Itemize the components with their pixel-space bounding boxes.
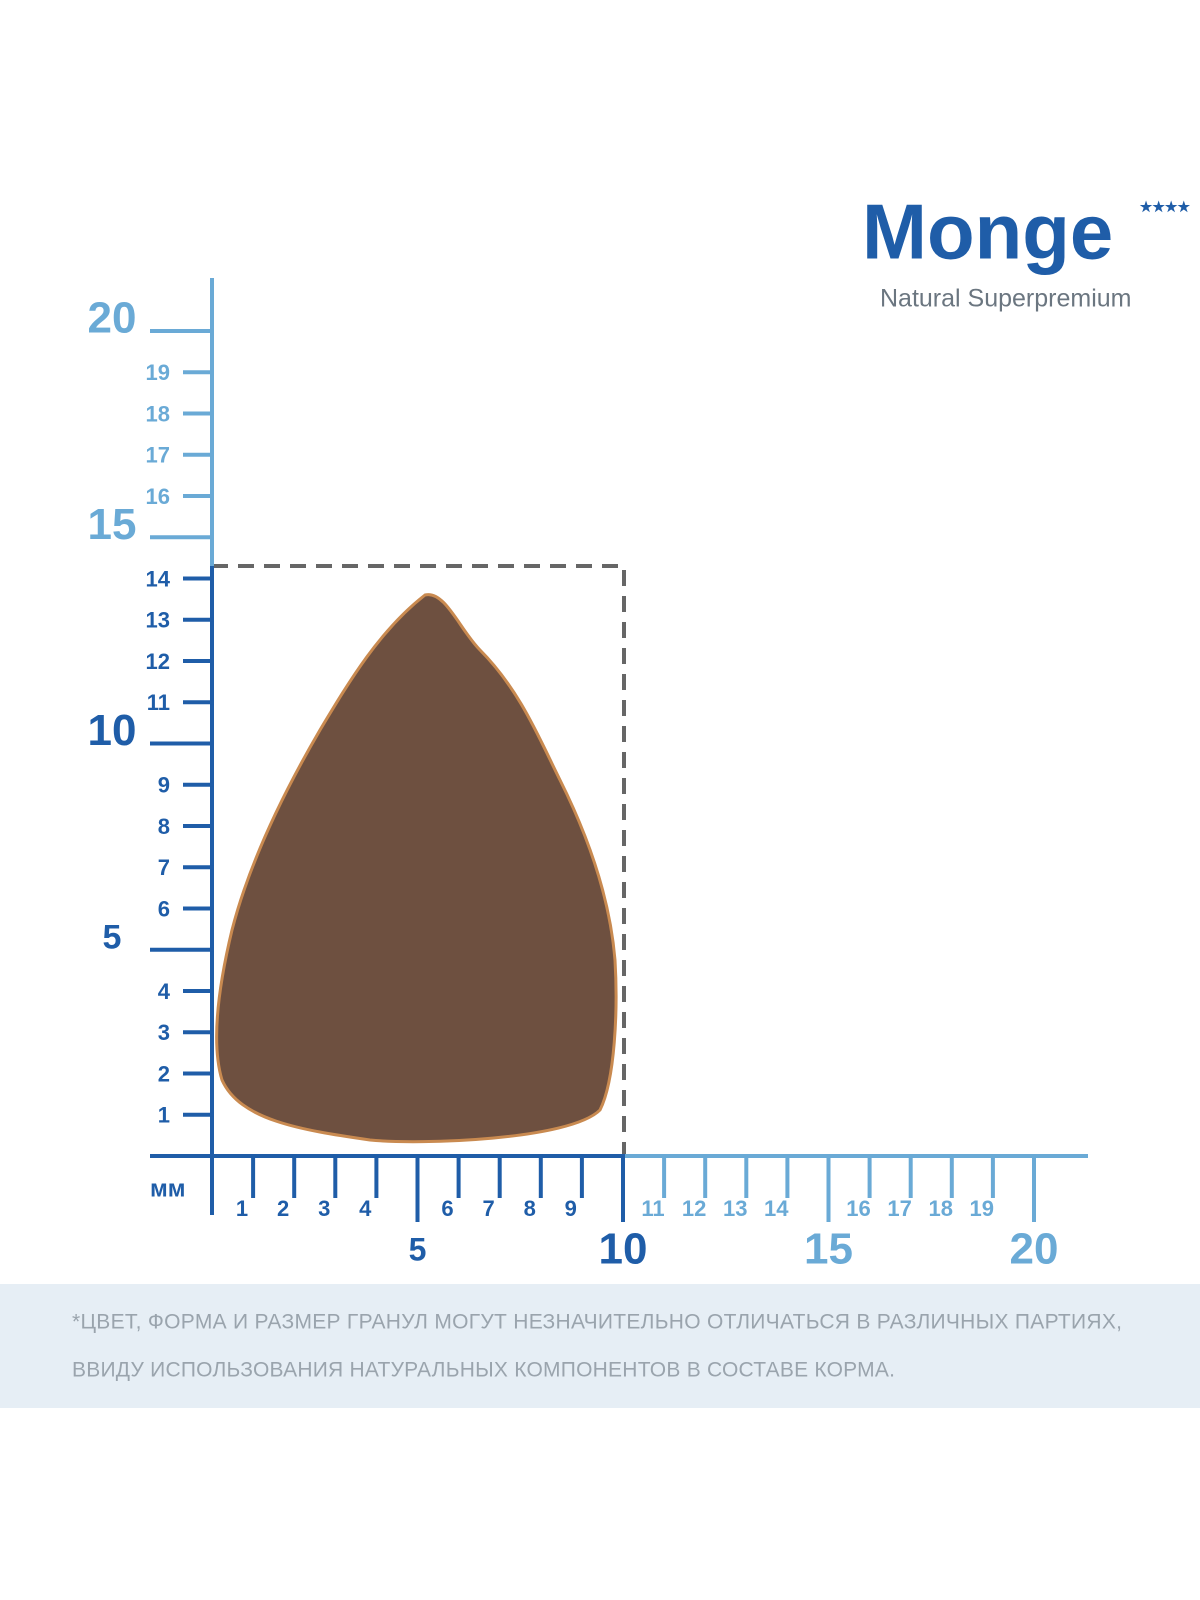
vertical-minor-label: 1 xyxy=(158,1103,170,1128)
horizontal-minor-label: 14 xyxy=(764,1196,789,1221)
horizontal-minor-label: 16 xyxy=(846,1196,870,1221)
vertical-major-label: 10 xyxy=(88,706,137,755)
vertical-minor-label: 13 xyxy=(146,608,170,633)
kibble xyxy=(215,593,618,1144)
horizontal-minor-label: 17 xyxy=(887,1196,911,1221)
logo-stars: ★★★★ xyxy=(1140,199,1191,215)
disclaimer-line: ВВИДУ ИСПОЛЬЗОВАНИЯ НАТУРАЛЬНЫХ КОМПОНЕН… xyxy=(72,1359,895,1382)
vertical-major-label: 15 xyxy=(88,500,137,549)
vertical-minor-label: 14 xyxy=(146,566,171,591)
vertical-major-label: 5 xyxy=(103,919,122,957)
vertical-major-label: 20 xyxy=(88,294,137,343)
vertical-minor-label: 8 xyxy=(158,814,170,839)
vertical-minor-label: 7 xyxy=(158,855,170,880)
vertical-minor-label: 16 xyxy=(146,484,170,509)
unit-label: мм xyxy=(150,1175,186,1202)
vertical-minor-label: 12 xyxy=(146,649,170,674)
horizontal-major-label: 15 xyxy=(804,1225,853,1274)
horizontal-minor-label: 12 xyxy=(682,1196,706,1221)
brand-logo: Monge xyxy=(862,188,1113,276)
horizontal-minor-label: 3 xyxy=(318,1196,330,1221)
horizontal-major-label: 5 xyxy=(409,1231,427,1267)
brand-tagline: Natural Superpremium xyxy=(880,285,1132,313)
horizontal-minor-label: 6 xyxy=(441,1196,453,1221)
vertical-minor-label: 9 xyxy=(158,773,170,798)
vertical-minor-label: 11 xyxy=(147,690,170,715)
horizontal-minor-label: 19 xyxy=(970,1196,994,1221)
size-box xyxy=(212,564,626,1156)
horizontal-minor-label: 2 xyxy=(277,1196,289,1221)
horizontal-major-label: 20 xyxy=(1010,1225,1059,1274)
vertical-minor-label: 2 xyxy=(158,1061,170,1086)
horizontal-minor-label: 7 xyxy=(482,1196,494,1221)
horizontal-minor-label: 11 xyxy=(641,1196,664,1221)
horizontal-minor-label: 1 xyxy=(236,1196,248,1221)
vertical-minor-label: 18 xyxy=(146,401,170,426)
horizontal-minor-label: 18 xyxy=(928,1196,952,1221)
disclaimer-line: *ЦВЕТ, ФОРМА И РАЗМЕР ГРАНУЛ МОГУТ НЕЗНА… xyxy=(72,1311,1122,1334)
horizontal-minor-label: 13 xyxy=(723,1196,747,1221)
horizontal-minor-label: 8 xyxy=(524,1196,536,1221)
horizontal-minor-label: 9 xyxy=(565,1196,577,1221)
vertical-minor-label: 19 xyxy=(146,360,170,385)
disclaimer-band xyxy=(0,1284,1200,1408)
vertical-minor-label: 3 xyxy=(158,1020,170,1045)
horizontal-minor-label: 4 xyxy=(359,1196,372,1221)
horizontal-major-label: 10 xyxy=(599,1225,648,1274)
vertical-minor-label: 6 xyxy=(158,896,170,921)
vertical-minor-label: 4 xyxy=(158,979,171,1004)
vertical-minor-label: 17 xyxy=(146,443,170,468)
